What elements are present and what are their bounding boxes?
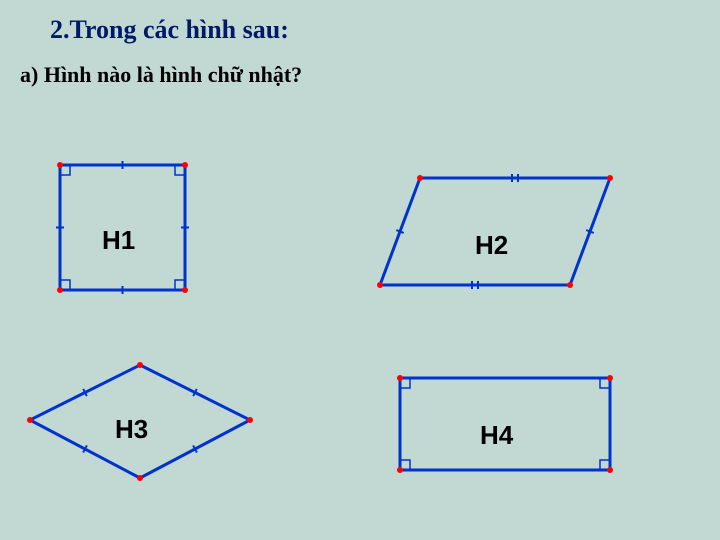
label-h4: H4: [480, 420, 513, 451]
label-h3: H3: [115, 414, 148, 445]
label-h1: H1: [102, 225, 135, 256]
diagram-canvas: [0, 0, 720, 540]
label-h2: H2: [475, 230, 508, 261]
